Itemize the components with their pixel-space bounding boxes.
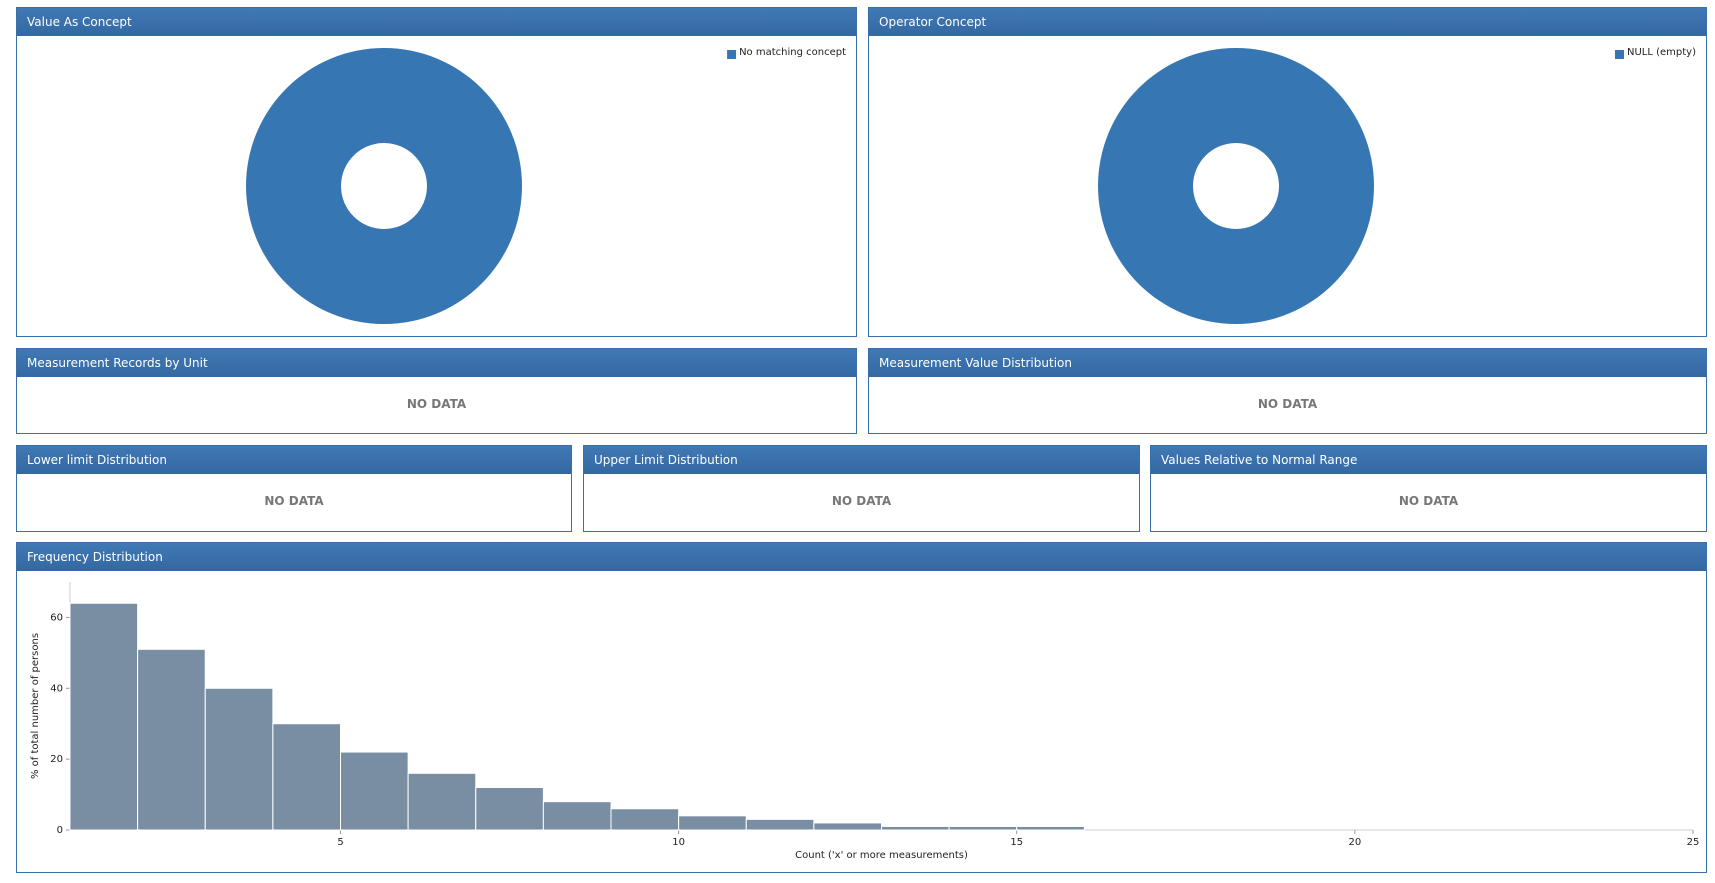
panel: Value As Concept No matching concept [16, 7, 857, 337]
x-tick-label: 15 [1010, 837, 1023, 848]
bar [475, 786, 544, 831]
bar [745, 818, 815, 831]
x-tick-label: 10 [672, 837, 685, 848]
legend-swatch [1614, 50, 1624, 59]
pie-slice [245, 47, 522, 325]
bar [542, 801, 612, 831]
panel: Frequency Distribution 0 20 40 60 5 10 15 20 25 C… [16, 542, 1707, 873]
bar [813, 822, 882, 831]
chart: 0 20 40 60 5 10 15 20 25 Count ('x' or more measu… [30, 582, 1700, 861]
bar [1016, 825, 1085, 831]
y-axis-label: % of total number of persons [30, 633, 41, 779]
legend-label: No matching concept [739, 47, 846, 58]
pie-slice [1098, 47, 1374, 325]
panel-title: Operator Concept [869, 8, 1706, 36]
chart: No matching concept [245, 47, 846, 325]
panel: Upper Limit Distribution NO DATA [583, 445, 1140, 532]
y-tick-label: 60 [50, 612, 63, 623]
bar [69, 602, 139, 831]
no-data: NO DATA [264, 494, 324, 508]
panel-title: Measurement Records by Unit [17, 349, 856, 377]
panel: Values Relative to Normal Range NO DATA [1150, 445, 1707, 532]
bar [881, 825, 950, 831]
panel: Measurement Records by Unit NO DATA [16, 348, 857, 434]
y-tick-label: 20 [50, 754, 63, 765]
chart: NULL (empty) [1098, 47, 1696, 325]
panel-title: Frequency Distribution [17, 543, 1706, 571]
bar [272, 723, 341, 831]
y-tick-label: 0 [57, 825, 63, 836]
panel: Lower limit Distribution NO DATA [16, 445, 572, 532]
panel: Operator Concept NULL (empty) [868, 7, 1707, 337]
bar [340, 751, 409, 831]
x-axis-label: Count ('x' or more measurements) [795, 850, 968, 861]
panel-title: Values Relative to Normal Range [1151, 446, 1706, 474]
panel-body: 0 20 40 60 5 10 15 20 25 Count ('x' or more measu… [17, 571, 1706, 872]
bar [407, 772, 477, 831]
bar [610, 808, 680, 831]
no-data: NO DATA [1257, 397, 1318, 411]
no-data: NO DATA [1398, 494, 1459, 508]
bar [137, 648, 206, 831]
bar [204, 687, 274, 831]
panel-body: NULL (empty) [869, 36, 1706, 336]
y-tick-label: 40 [50, 683, 63, 694]
legend-swatch [727, 50, 737, 59]
panel: Measurement Value Distribution NO DATA [868, 348, 1707, 434]
x-tick-label: 25 [1687, 837, 1700, 848]
legend-label: NULL (empty) [1627, 47, 1696, 58]
bar [948, 825, 1018, 831]
panel-body: No matching concept [17, 36, 856, 336]
bar [678, 815, 747, 831]
panel-title: Upper Limit Distribution [584, 446, 1139, 474]
panel-title: Value As Concept [17, 8, 856, 36]
panel-title: Lower limit Distribution [17, 446, 571, 474]
no-data: NO DATA [406, 397, 467, 411]
no-data: NO DATA [831, 494, 892, 508]
x-tick-label: 5 [337, 837, 343, 848]
panel-title: Measurement Value Distribution [869, 349, 1706, 377]
x-tick-label: 20 [1349, 837, 1362, 848]
